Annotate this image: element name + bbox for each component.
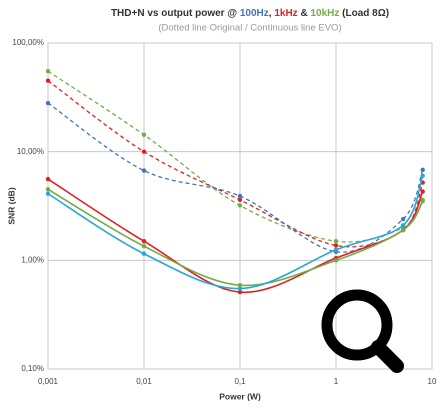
data-point	[333, 243, 339, 248]
series-line	[47, 175, 424, 290]
data-point	[45, 191, 51, 196]
y-tick-label: 0,10%	[21, 364, 44, 373]
x-tick-label: 10	[428, 377, 437, 386]
y-axis-title: SNR (dB)	[6, 187, 16, 224]
data-point	[237, 193, 243, 199]
data-point	[237, 286, 243, 291]
title-part: 10kHz	[310, 8, 339, 19]
data-point	[420, 189, 425, 194]
data-point	[45, 176, 51, 182]
data-point	[237, 283, 243, 288]
data-point	[45, 78, 51, 83]
data-point	[333, 258, 339, 263]
data-point	[400, 227, 406, 233]
data-point	[420, 173, 425, 178]
plot-border	[47, 42, 433, 370]
x-tick-label: 0,01	[136, 377, 152, 386]
x-tick-label: 1	[334, 377, 339, 386]
x-axis-title: Power (W)	[219, 391, 261, 401]
chart-subtitle: (Dotted line Original / Continuous line …	[158, 23, 341, 34]
data-point	[333, 247, 339, 253]
x-tick-label: 0,1	[234, 377, 246, 386]
data-point	[141, 251, 147, 256]
series-line	[47, 80, 424, 248]
x-tick-label: 0,001	[38, 377, 59, 386]
data-point	[45, 100, 51, 106]
data-point	[141, 238, 147, 244]
magnifier-icon	[321, 289, 404, 373]
title-part: (Load 8Ω)	[339, 8, 389, 19]
title-part: 100Hz	[240, 8, 269, 19]
series-line	[47, 102, 424, 253]
data-point	[45, 187, 51, 192]
chart-title: THD+N vs output power @ 100Hz, 1kHz & 10…	[111, 8, 389, 19]
data-point	[420, 167, 425, 173]
title-part: ,	[269, 8, 275, 19]
data-point	[400, 223, 406, 228]
title-part: &	[298, 8, 311, 19]
series-line	[47, 188, 424, 287]
data-point	[141, 243, 147, 249]
data-point	[141, 149, 147, 154]
data-point	[45, 69, 51, 74]
y-tick-label: 100,00%	[12, 38, 44, 47]
data-point	[420, 199, 425, 204]
data-point	[237, 197, 243, 203]
data-point	[237, 289, 243, 295]
y-tick-label: 1,00%	[21, 255, 44, 264]
data-point	[400, 216, 406, 222]
title-part: 1kHz	[274, 8, 297, 19]
y-tick-label: 10,00%	[17, 147, 44, 156]
data-point	[141, 168, 147, 173]
title-part: THD+N vs output power @	[111, 8, 240, 19]
data-point	[141, 132, 147, 137]
data-point	[237, 203, 243, 208]
plot-area: 0,10% 1,00% 10,00% 100,00% 0,001 0,01 0,1 1 10	[12, 38, 437, 386]
data-point	[333, 238, 339, 244]
series-line	[47, 178, 424, 293]
